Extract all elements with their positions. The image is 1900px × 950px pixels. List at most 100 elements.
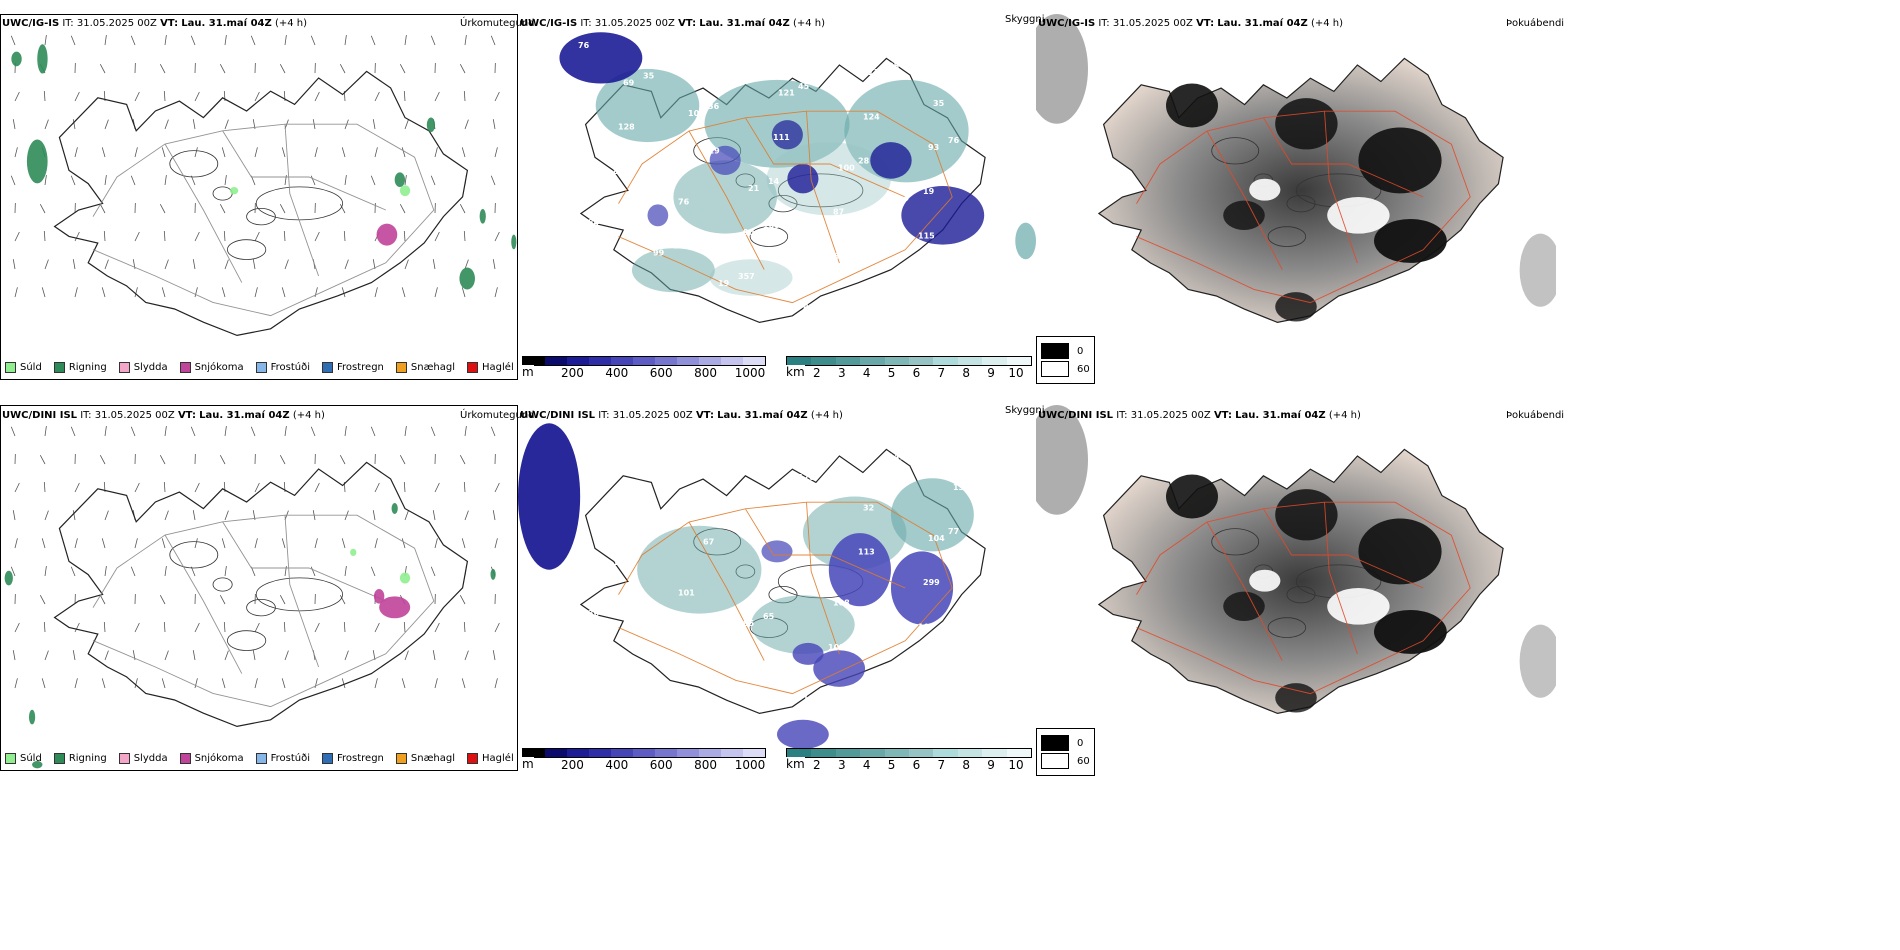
precip-legend-top: Súld Rigning Slydda Snjókoma Frostúði Frostre…: [5, 362, 514, 373]
cloud-map-top: 76 100 76 121 115 129 88 299 28 35 96 86 45 203 14 61 35…: [559, 32, 1036, 324]
cloud-base-value: 84: [588, 218, 600, 227]
wind-barb: [12, 259, 16, 270]
wind-barb: [404, 426, 407, 437]
wind-barb: [194, 147, 198, 158]
wind-barb: [463, 230, 466, 242]
precip-rain-area: [26, 139, 48, 184]
wind-barb: [72, 119, 76, 130]
wind-barb: [492, 119, 496, 130]
road-network: [618, 501, 953, 695]
wind-barb: [284, 650, 289, 661]
wind-barb: [432, 259, 436, 270]
road: [222, 130, 386, 211]
precip-legend-bottom: Súld Rigning Slydda Snjókoma Frostúði Frostre…: [5, 753, 514, 764]
precip-legend-item: Frostúði: [255, 362, 310, 373]
colorbar-strip: [786, 356, 1032, 366]
cloud-base-values: 84 65 77 80 107 67 147 190 113 12 101 153 170 134 18 13…: [578, 432, 970, 703]
cloud-base-value: 21: [748, 184, 760, 193]
wind-barb: [464, 259, 469, 270]
fog-map-bottom: [1036, 405, 1556, 715]
wind-barb: [464, 650, 469, 661]
precip-rain-area: [37, 44, 48, 74]
wind-barb: [432, 510, 436, 521]
wind-barb: [12, 650, 16, 661]
legend-label: Snjókoma: [194, 362, 244, 373]
wind-barb: [164, 650, 169, 661]
legend-label: Snjókoma: [194, 753, 244, 764]
panel-title-precip-top: UWC/IG-IS IT: 31.05.2025 00Z VT: Lau. 31…: [2, 18, 307, 29]
visibility-area: [637, 525, 762, 614]
cloud-base-value: 54: [958, 439, 970, 448]
precip-type-panel-top: Súld Rigning Slydda Snjókoma Frostúði Frostre…: [0, 14, 518, 380]
cloud-base-value: 65: [763, 612, 775, 621]
wind-barb: [370, 175, 376, 186]
fog-panel-bottom: [1036, 405, 1556, 771]
wind-barb: [164, 510, 169, 521]
wind-barb: [43, 90, 46, 102]
wind-barb: [343, 621, 346, 633]
precip-map-bottom: [4, 426, 500, 769]
wind-barb: [221, 678, 226, 689]
wind-barb: [279, 203, 286, 214]
cloud-base-value: 203: [583, 262, 600, 271]
wind-barb: [14, 91, 20, 102]
wind-barb: [161, 287, 166, 298]
wind-barb: [254, 538, 258, 549]
precip-drizzle-area: [399, 185, 411, 197]
cloud-base-value: 299: [673, 242, 690, 251]
wind-barb: [372, 650, 376, 661]
wind-barb: [254, 622, 260, 633]
fog-legend-label: 60: [1077, 755, 1090, 767]
cloud-base-value: 128: [648, 293, 665, 302]
fog-legend-top: 0 60: [1036, 336, 1095, 384]
wind-barb: [161, 147, 166, 158]
wind-barb: [159, 594, 166, 605]
colorbar-tick: 600: [649, 758, 673, 772]
wind-barb: [221, 147, 226, 158]
wind-barb: [374, 622, 380, 633]
fog-offshore: [1519, 624, 1556, 698]
wind-barb: [101, 147, 106, 158]
wind-barb: [103, 621, 106, 633]
wind-barb: [74, 147, 78, 158]
cloud-base-value: 100: [763, 221, 780, 230]
precip-rain-area: [32, 761, 43, 769]
wind-barb: [159, 454, 166, 465]
legend-label: Frostregn: [337, 362, 384, 373]
wind-barb: [252, 650, 256, 661]
wind-barb: [44, 175, 47, 186]
cloud-base-value: 140: [893, 282, 910, 291]
road-network: [1136, 110, 1471, 304]
precip-map-top: [10, 35, 517, 337]
precip-legend-item: Súld: [5, 753, 42, 764]
cloud-base-value: 56: [773, 524, 785, 533]
wind-barb: [370, 426, 376, 437]
road-network: [1136, 501, 1471, 695]
legend-label: Frostúði: [270, 753, 310, 764]
wind-barb: [434, 147, 438, 158]
wind-barb: [310, 35, 316, 46]
wind-barb: [101, 287, 106, 298]
wind-barb: [74, 482, 80, 493]
wind-barb: [163, 481, 166, 493]
precip-rain-area: [490, 568, 496, 580]
wind-barb: [464, 119, 469, 130]
legend-swatch: [118, 753, 130, 764]
wind-barb: [370, 566, 376, 577]
wind-barb: [344, 259, 349, 270]
fog-offshore: [1519, 233, 1556, 307]
wind-barb: [281, 147, 286, 158]
cloud-base-area: [870, 142, 912, 179]
fog-panel-top: [1036, 14, 1556, 380]
colorbar-strip: [522, 748, 766, 758]
wind-barb: [223, 230, 226, 242]
fog-clear-area: [1327, 197, 1390, 234]
wind-barb: [163, 90, 166, 102]
fog-dense-area: [1223, 591, 1265, 621]
colorbar-tick: 9: [987, 758, 995, 772]
wind-barb: [344, 566, 347, 577]
wind-barb: [343, 230, 346, 242]
wind-barb: [250, 426, 256, 437]
wind-barb: [130, 566, 136, 577]
fog-dense-area: [1166, 474, 1218, 519]
